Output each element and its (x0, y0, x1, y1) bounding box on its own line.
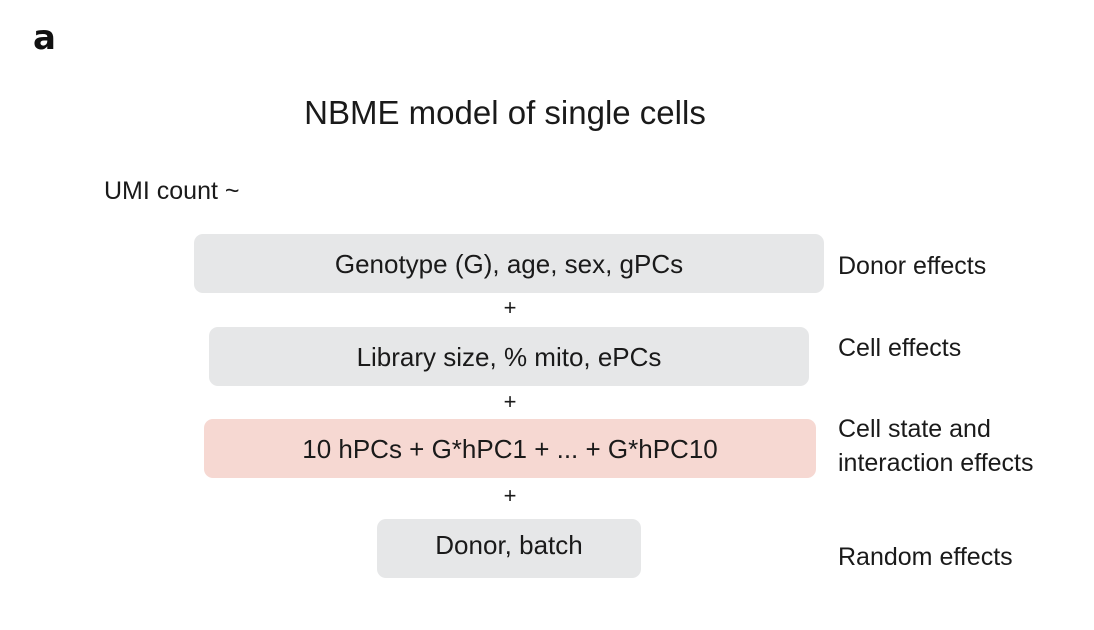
plus-operator-2: + (503, 389, 517, 414)
cell-effects-box: Library size, % mito, ePCs (209, 327, 809, 386)
diagram-title: NBME model of single cells (304, 94, 706, 131)
donor-effects-box: Genotype (G), age, sex, gPCs (194, 234, 824, 293)
random-effects-box-text: Donor, batch (435, 530, 583, 560)
plus-operator-1: + (503, 295, 517, 320)
response-variable: UMI count ~ (104, 177, 240, 205)
cell-effects-label: Cell effects (838, 334, 962, 362)
random-effects-box: Donor, batch (377, 519, 641, 578)
panel-label: a (33, 18, 56, 58)
donor-effects-label: Donor effects (838, 252, 987, 280)
interaction-effects-box-text: 10 hPCs + G*hPC1 + ... + G*hPC10 (302, 433, 718, 464)
interaction-effects-box: 10 hPCs + G*hPC1 + ... + G*hPC10 (204, 419, 816, 478)
plus-operator-3: + (503, 483, 517, 508)
cell-effects-box-text: Library size, % mito, ePCs (356, 341, 662, 372)
interaction-effects-label-line1: Cell state and (838, 415, 991, 443)
donor-effects-box-text: Genotype (G), age, sex, gPCs (334, 248, 684, 279)
random-effects-label: Random effects (838, 543, 1013, 571)
interaction-effects-label-line2: interaction effects (838, 449, 1034, 477)
